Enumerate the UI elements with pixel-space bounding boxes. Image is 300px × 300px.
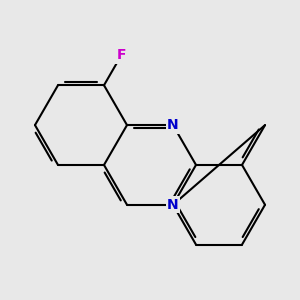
Text: F: F xyxy=(116,48,126,62)
Text: N: N xyxy=(167,198,179,212)
Text: N: N xyxy=(167,118,179,132)
